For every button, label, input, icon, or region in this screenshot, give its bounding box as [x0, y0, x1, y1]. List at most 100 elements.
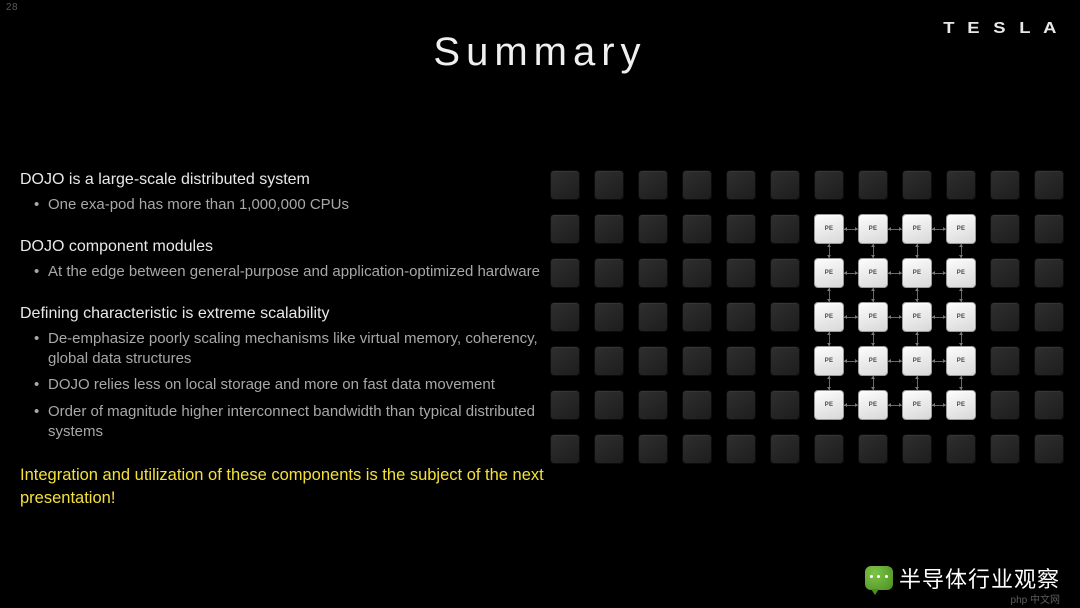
- pe-label: PE: [957, 402, 966, 408]
- pe-cell-dim: [990, 390, 1020, 420]
- slide-title: Summary: [0, 30, 1080, 75]
- highlight-text: Integration and utilization of these com…: [20, 464, 560, 510]
- arrow-icon: [932, 227, 935, 231]
- pe-cell-bright: PE: [858, 302, 888, 332]
- pe-cell-dim: [726, 170, 756, 200]
- arrow-icon: [888, 359, 891, 363]
- pe-label: PE: [957, 314, 966, 320]
- pe-cell-dim: [990, 434, 1020, 464]
- arrow-icon: [844, 315, 847, 319]
- pe-cell-dim: [682, 170, 712, 200]
- pe-cell-bright: PE: [858, 214, 888, 244]
- arrow-icon: [932, 271, 935, 275]
- pe-label: PE: [825, 358, 834, 364]
- bullet: One exa-pod has more than 1,000,000 CPUs: [34, 195, 560, 215]
- bullet: At the edge between general-purpose and …: [34, 262, 560, 282]
- pe-label: PE: [869, 314, 878, 320]
- pe-cell-dim: [770, 346, 800, 376]
- page-number: 28: [6, 2, 18, 13]
- arrow-icon: [871, 288, 875, 291]
- pe-cell-dim: [1034, 346, 1064, 376]
- pe-cell-dim: [726, 302, 756, 332]
- arrow-icon: [959, 288, 963, 291]
- arrow-icon: [915, 332, 919, 335]
- pe-cell-bright: PE: [946, 390, 976, 420]
- bullet: DOJO relies less on local storage and mo…: [34, 375, 560, 395]
- pe-cell-dim: [638, 258, 668, 288]
- pe-cell-dim: [682, 214, 712, 244]
- pe-label: PE: [913, 402, 922, 408]
- pe-cell-dim: [990, 170, 1020, 200]
- pe-label: PE: [957, 358, 966, 364]
- pe-label: PE: [913, 226, 922, 232]
- pe-cell-dim: [1034, 302, 1064, 332]
- pe-label: PE: [869, 270, 878, 276]
- pe-cell-dim: [902, 434, 932, 464]
- arrow-icon: [827, 244, 831, 247]
- pe-cell-dim: [638, 214, 668, 244]
- slide: 28 T E S L A Summary DOJO is a large-sca…: [0, 0, 1080, 608]
- pe-cell-dim: [946, 170, 976, 200]
- pe-cell-dim: [726, 390, 756, 420]
- pe-cell-bright: PE: [858, 346, 888, 376]
- pe-cell-dim: [726, 434, 756, 464]
- pe-cell-bright: PE: [858, 390, 888, 420]
- content-column: DOJO is a large-scale distributed system…: [20, 170, 560, 510]
- pe-cell-bright: PE: [946, 302, 976, 332]
- pe-cell-dim: [594, 258, 624, 288]
- pe-cell-dim: [594, 302, 624, 332]
- arrow-icon: [888, 271, 891, 275]
- pe-cell-dim: [726, 258, 756, 288]
- pe-cell-dim: [1034, 390, 1064, 420]
- arrow-icon: [871, 332, 875, 335]
- pe-cell-dim: [682, 258, 712, 288]
- arrow-icon: [959, 244, 963, 247]
- pe-cell-dim: [594, 390, 624, 420]
- pe-cell-dim: [682, 390, 712, 420]
- pe-cell-dim: [990, 258, 1020, 288]
- pe-cell-dim: [770, 258, 800, 288]
- pe-cell-dim: [638, 390, 668, 420]
- pe-label: PE: [869, 358, 878, 364]
- pe-cell-dim: [1034, 258, 1064, 288]
- pe-cell-bright: PE: [814, 346, 844, 376]
- section-heading: Defining characteristic is extreme scala…: [20, 304, 560, 325]
- pe-cell-bright: PE: [814, 302, 844, 332]
- pe-label: PE: [913, 314, 922, 320]
- arrow-icon: [932, 315, 935, 319]
- pe-label: PE: [869, 402, 878, 408]
- pe-cell-bright: PE: [814, 214, 844, 244]
- pe-cell-dim: [638, 170, 668, 200]
- pe-cell-dim: [682, 346, 712, 376]
- pe-cell-dim: [550, 302, 580, 332]
- pe-cell-dim: [550, 390, 580, 420]
- pe-label: PE: [825, 402, 834, 408]
- pe-cell-dim: [594, 434, 624, 464]
- pe-cell-dim: [682, 302, 712, 332]
- watermark-text: 半导体行业观察: [899, 562, 1060, 594]
- pe-label: PE: [957, 226, 966, 232]
- pe-cell-dim: [726, 214, 756, 244]
- arrow-icon: [827, 288, 831, 291]
- bullet: Order of magnitude higher interconnect b…: [34, 402, 560, 443]
- arrow-icon: [844, 227, 847, 231]
- arrow-icon: [932, 403, 935, 407]
- pe-cell-bright: PE: [858, 258, 888, 288]
- pe-label: PE: [825, 270, 834, 276]
- pe-cell-dim: [946, 434, 976, 464]
- pe-label: PE: [913, 358, 922, 364]
- pe-cell-dim: [770, 170, 800, 200]
- pe-cell-dim: [550, 258, 580, 288]
- pe-cell-dim: [858, 170, 888, 200]
- watermark: 半导体行业观察: [865, 562, 1060, 594]
- arrow-icon: [871, 376, 875, 379]
- pe-cell-dim: [770, 214, 800, 244]
- pe-cell-dim: [1034, 434, 1064, 464]
- pe-label: PE: [913, 270, 922, 276]
- pe-label: PE: [825, 314, 834, 320]
- pe-cell-bright: PE: [946, 346, 976, 376]
- pe-cell-bright: PE: [902, 214, 932, 244]
- pe-cell-dim: [594, 214, 624, 244]
- watermark-sub: php 中文网: [1011, 591, 1060, 606]
- arrow-icon: [888, 227, 891, 231]
